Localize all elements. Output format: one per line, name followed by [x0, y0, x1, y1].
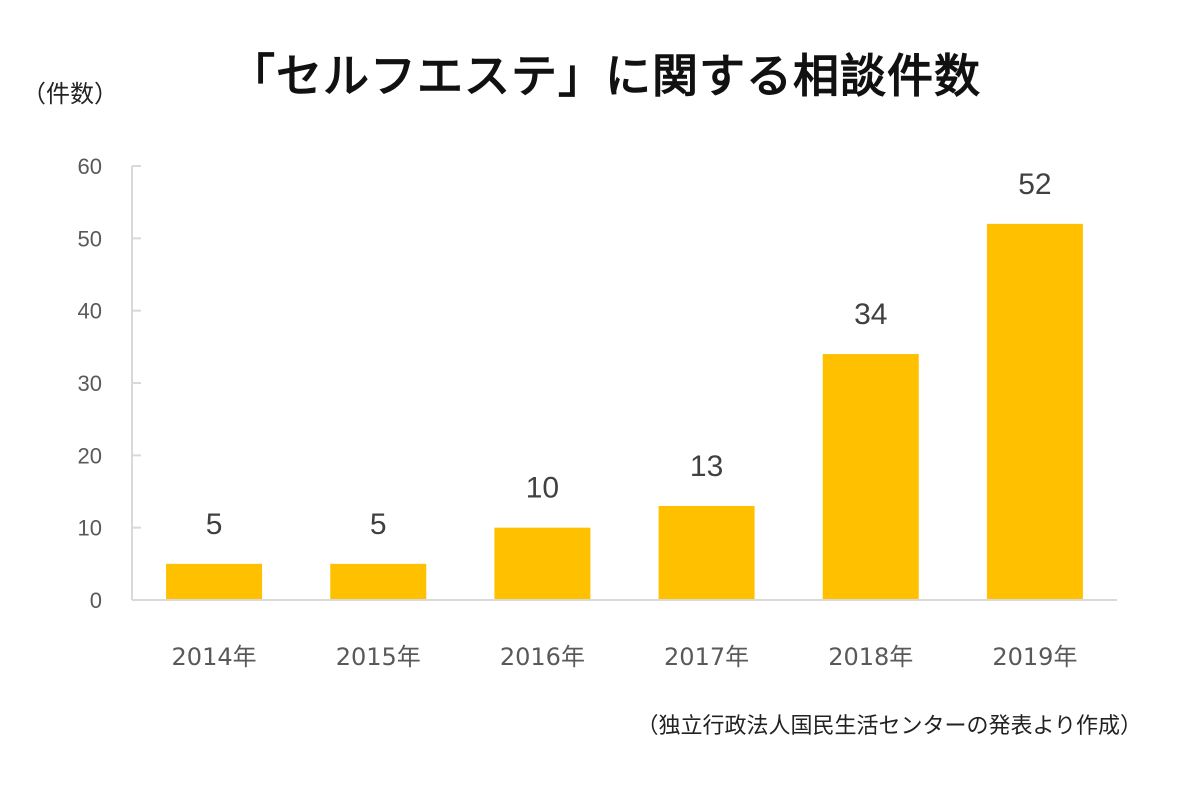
data-label: 5	[370, 508, 387, 541]
bar	[822, 354, 919, 599]
source-note: （独立行政法人国民生活センターの発表より作成）	[636, 714, 1142, 739]
bar	[166, 563, 263, 599]
data-label: 13	[690, 450, 723, 483]
y-tick-label: 10	[78, 516, 102, 541]
data-label: 52	[1018, 168, 1051, 201]
x-tick-label: 2014年	[172, 643, 257, 671]
y-tick-label: 40	[78, 299, 102, 324]
bar	[986, 223, 1083, 599]
data-label: 34	[854, 298, 887, 331]
x-tick-label: 2019年	[992, 643, 1077, 671]
x-tick-label: 2018年	[828, 643, 913, 671]
data-label: 5	[206, 508, 223, 541]
y-tick-label: 30	[78, 371, 102, 396]
y-tick-label: 0	[90, 588, 102, 613]
x-tick-label: 2016年	[500, 643, 585, 671]
data-label: 10	[526, 472, 559, 505]
y-tick-label: 60	[78, 154, 102, 179]
y-tick-label: 50	[78, 226, 102, 251]
axes: 0 10 20 30 40 50 60	[78, 154, 1117, 613]
bar	[494, 527, 591, 599]
bar	[330, 563, 427, 599]
y-axis-unit-label: （件数）	[22, 80, 118, 108]
x-tick-label: 2015年	[336, 643, 421, 671]
bars	[166, 223, 1083, 599]
bar	[658, 505, 755, 599]
y-tick-label: 20	[78, 443, 102, 468]
x-tick-label: 2017年	[664, 643, 749, 671]
chart-title: 「セルフエステ」に関する相談件数	[229, 49, 981, 103]
labels: 5 2014年 5 2015年 10 2016年 13 2017年 34 2018年 52 2019年	[172, 168, 1078, 671]
